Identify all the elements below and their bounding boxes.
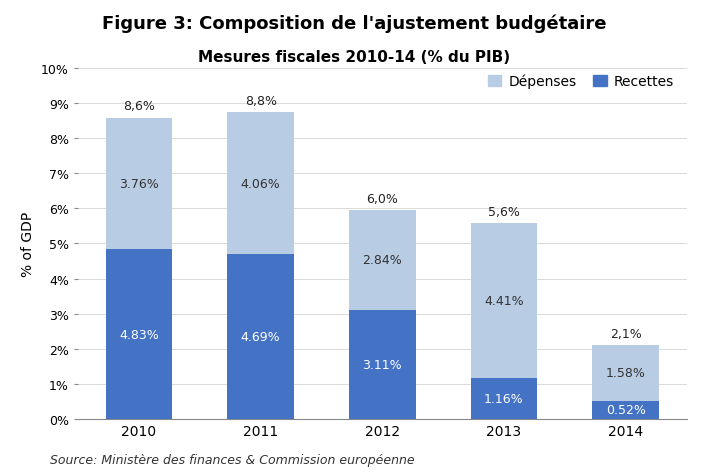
Bar bbox=[105, 250, 173, 419]
Text: 4.06%: 4.06% bbox=[241, 177, 280, 190]
Text: Figure 3: Composition de l'ajustement budgétaire: Figure 3: Composition de l'ajustement bu… bbox=[102, 14, 606, 33]
Bar bbox=[349, 310, 416, 419]
Bar bbox=[592, 346, 659, 401]
Text: 2,1%: 2,1% bbox=[610, 327, 641, 340]
Bar bbox=[349, 211, 416, 310]
Text: 1.58%: 1.58% bbox=[605, 367, 646, 379]
Bar bbox=[592, 401, 659, 419]
Text: Source: Ministère des finances & Commission européenne: Source: Ministère des finances & Commiss… bbox=[50, 454, 414, 466]
Text: 6,0%: 6,0% bbox=[366, 192, 399, 206]
Bar bbox=[471, 224, 537, 378]
Text: 1.16%: 1.16% bbox=[484, 392, 524, 405]
Text: 0.52%: 0.52% bbox=[605, 403, 646, 416]
Text: 4.41%: 4.41% bbox=[484, 295, 524, 307]
Bar bbox=[105, 119, 173, 250]
Text: 3.76%: 3.76% bbox=[119, 178, 159, 190]
Legend: Dépenses, Recettes: Dépenses, Recettes bbox=[482, 69, 680, 95]
Text: 2.84%: 2.84% bbox=[362, 254, 402, 267]
Text: 4.69%: 4.69% bbox=[241, 330, 280, 343]
Text: 3.11%: 3.11% bbox=[362, 358, 402, 371]
Text: Mesures fiscales 2010-14 (% du PIB): Mesures fiscales 2010-14 (% du PIB) bbox=[198, 50, 510, 65]
Bar bbox=[227, 113, 294, 255]
Bar bbox=[227, 255, 294, 419]
Bar bbox=[471, 378, 537, 419]
Text: 8,6%: 8,6% bbox=[123, 100, 155, 113]
Text: 5,6%: 5,6% bbox=[488, 206, 520, 219]
Y-axis label: % of GDP: % of GDP bbox=[21, 211, 35, 277]
Text: 4.83%: 4.83% bbox=[119, 328, 159, 341]
Text: 8,8%: 8,8% bbox=[245, 95, 277, 108]
